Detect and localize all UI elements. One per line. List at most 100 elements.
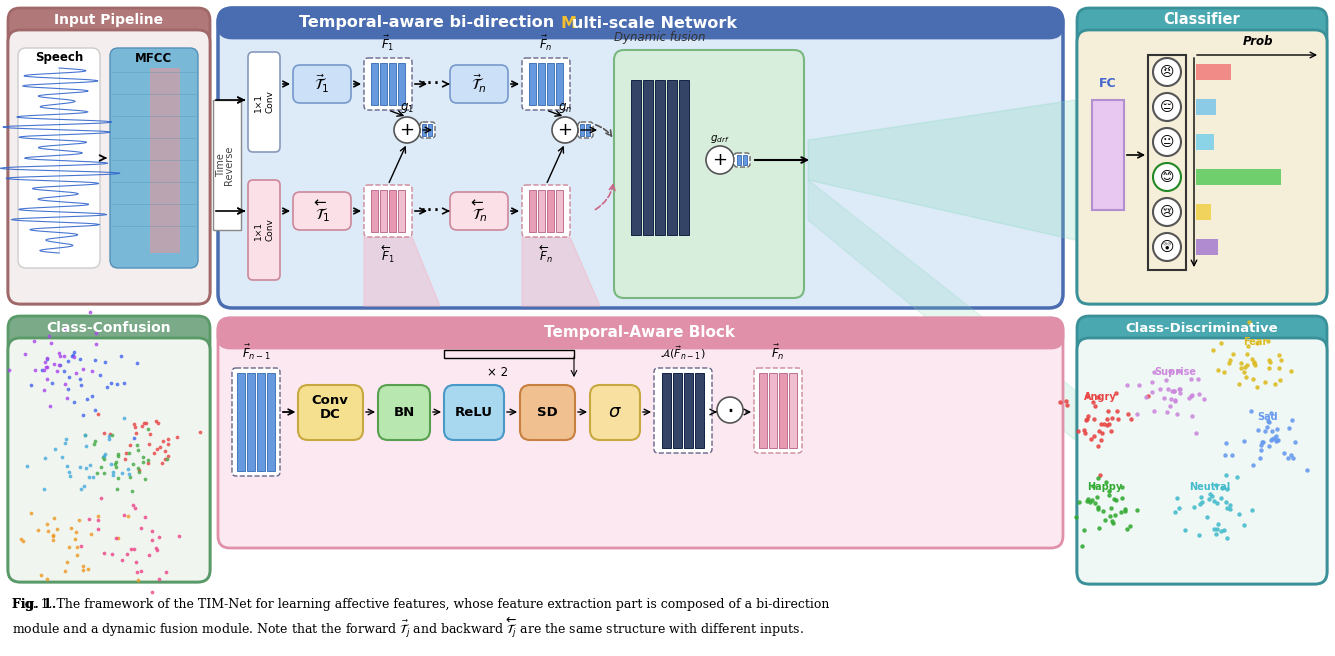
- Point: [49, 360, 71, 371]
- Point: [33, 365, 55, 376]
- Point: [127, 463, 148, 474]
- Text: $\cdot$: $\cdot$: [726, 398, 734, 422]
- Point: [1246, 338, 1267, 348]
- Point: [1125, 409, 1147, 420]
- Point: [1256, 422, 1278, 432]
- Point: [1196, 512, 1218, 523]
- Point: [91, 462, 112, 472]
- Text: × 2: × 2: [487, 365, 509, 379]
- Bar: [445, 350, 574, 358]
- Bar: [662, 373, 672, 448]
- Point: [56, 557, 77, 567]
- Point: [93, 428, 115, 438]
- Point: [100, 459, 121, 470]
- Point: [1216, 483, 1238, 494]
- Text: 😐: 😐: [1160, 135, 1175, 149]
- Point: [1077, 493, 1099, 504]
- Point: [63, 350, 84, 360]
- Bar: [388, 190, 396, 232]
- Point: [1125, 504, 1147, 515]
- Point: [1100, 502, 1121, 513]
- Point: [44, 444, 65, 455]
- Bar: [258, 373, 266, 471]
- Point: [53, 323, 75, 334]
- Point: [97, 382, 119, 392]
- Point: [1083, 397, 1104, 407]
- Point: [1161, 385, 1183, 396]
- Point: [59, 466, 80, 477]
- Point: [1111, 493, 1132, 503]
- Point: [1091, 419, 1112, 430]
- Point: [1076, 415, 1097, 425]
- Point: [1164, 386, 1185, 396]
- Point: [1250, 440, 1271, 451]
- Point: [1219, 504, 1240, 514]
- Point: [1258, 335, 1279, 346]
- FancyBboxPatch shape: [298, 385, 363, 440]
- Point: [1115, 506, 1136, 516]
- Point: [113, 454, 135, 464]
- Point: [99, 428, 120, 439]
- Point: [1080, 434, 1101, 444]
- Point: [158, 434, 179, 444]
- Point: [1099, 489, 1120, 500]
- Point: [1084, 498, 1105, 508]
- Point: [97, 431, 119, 441]
- Point: [167, 432, 188, 442]
- Point: [1144, 405, 1165, 416]
- Point: [1207, 498, 1228, 508]
- Point: [1260, 435, 1282, 445]
- Point: [1097, 406, 1119, 417]
- Point: [1258, 415, 1279, 426]
- Polygon shape: [522, 237, 599, 306]
- Point: [56, 393, 77, 403]
- Point: [1244, 359, 1266, 370]
- Point: [1096, 420, 1117, 430]
- Point: [88, 524, 109, 535]
- Point: [95, 356, 116, 367]
- Point: [1258, 440, 1279, 451]
- Point: [1153, 393, 1175, 403]
- Bar: [579, 124, 583, 136]
- Point: [1204, 496, 1226, 506]
- Point: [151, 457, 172, 468]
- Point: [158, 450, 179, 461]
- Point: [1248, 424, 1270, 435]
- FancyBboxPatch shape: [364, 58, 413, 110]
- Point: [1056, 400, 1077, 411]
- Point: [1095, 514, 1116, 525]
- Point: [1135, 391, 1156, 401]
- Polygon shape: [808, 180, 1075, 440]
- Point: [20, 380, 41, 390]
- Point: [73, 429, 95, 440]
- Bar: [247, 373, 255, 471]
- Point: [45, 365, 67, 376]
- Text: $\overleftarrow{F}_n$: $\overleftarrow{F}_n$: [539, 243, 553, 265]
- Point: [85, 328, 107, 338]
- Point: [1076, 414, 1097, 424]
- Point: [139, 428, 160, 439]
- Point: [125, 567, 147, 577]
- FancyBboxPatch shape: [1077, 316, 1327, 584]
- Text: Fig. 1. The framework of the TIM-Net for learning affective features, whose feat: Fig. 1. The framework of the TIM-Net for…: [12, 598, 829, 611]
- Text: Fig. 1.: Fig. 1.: [12, 598, 56, 611]
- Point: [107, 379, 128, 389]
- Point: [71, 380, 92, 390]
- FancyBboxPatch shape: [450, 65, 509, 103]
- Point: [37, 526, 59, 537]
- FancyBboxPatch shape: [109, 48, 198, 268]
- Point: [1180, 373, 1202, 384]
- Point: [135, 512, 156, 522]
- Point: [1087, 492, 1108, 502]
- Point: [1284, 437, 1306, 447]
- Bar: [655, 80, 665, 235]
- Point: [1223, 348, 1244, 359]
- Bar: [684, 373, 693, 448]
- Bar: [673, 373, 682, 448]
- Point: [1075, 428, 1096, 439]
- Point: [59, 471, 80, 482]
- Point: [85, 338, 107, 349]
- Point: [142, 586, 163, 597]
- Bar: [760, 373, 768, 448]
- Point: [101, 549, 123, 560]
